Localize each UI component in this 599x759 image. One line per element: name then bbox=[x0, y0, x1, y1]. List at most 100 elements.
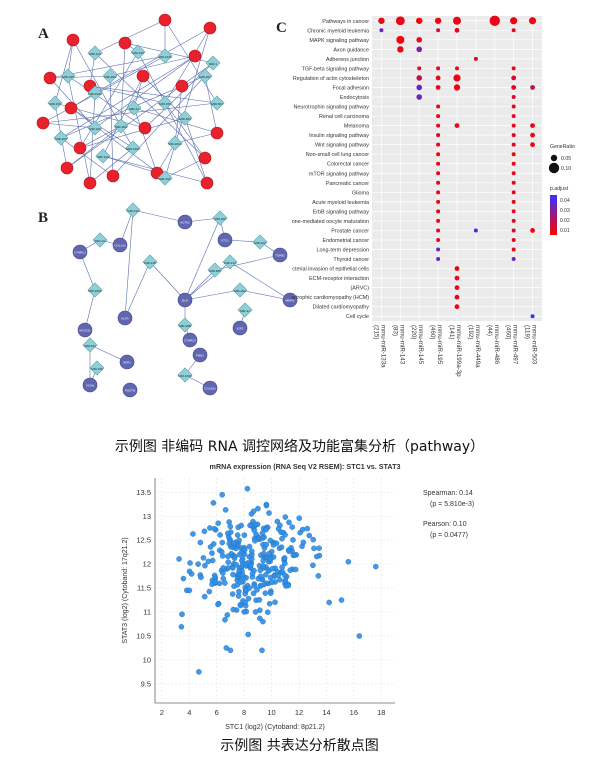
y-tick-label: Long-term depression bbox=[317, 248, 369, 254]
y-axis-label: STAT3 (log2) (Cytoband: 17q21.2) bbox=[122, 537, 129, 643]
scatter-point bbox=[310, 536, 316, 543]
gene-node bbox=[188, 49, 202, 63]
network-edge bbox=[184, 117, 208, 184]
dot-mark bbox=[530, 314, 535, 319]
mirna-node bbox=[125, 140, 141, 156]
y-tick-label: 13 bbox=[143, 512, 151, 521]
network-edge bbox=[66, 125, 122, 169]
y-tick-label: Glioma bbox=[352, 190, 369, 196]
dot-mark bbox=[436, 133, 441, 138]
scatter-point bbox=[187, 560, 193, 566]
dot-mark bbox=[436, 209, 441, 214]
pearson-label: Pearson: 0.10 bbox=[423, 521, 467, 528]
scatter-point bbox=[225, 530, 231, 537]
scatter-point bbox=[286, 548, 292, 555]
network-edge bbox=[184, 217, 221, 301]
mirna-node-label: MIR-21 bbox=[240, 309, 250, 313]
scatter-point bbox=[180, 575, 187, 582]
y-tick-label: Neurotrophin signaling pathway bbox=[293, 105, 369, 111]
scatter-point bbox=[179, 611, 185, 618]
dot-mark bbox=[454, 123, 460, 129]
mirna-node-label: MIR-29B bbox=[179, 324, 191, 328]
dot-mark bbox=[436, 228, 441, 233]
scatter-point bbox=[186, 587, 193, 594]
scatter-point bbox=[225, 559, 232, 565]
gene-node bbox=[82, 377, 98, 393]
gene-node bbox=[72, 244, 88, 260]
mirna-node bbox=[102, 68, 118, 84]
network-edge bbox=[229, 261, 291, 301]
scatter-point bbox=[311, 545, 317, 552]
mirna-node-label: MIR-222 bbox=[254, 241, 266, 245]
scatter-point bbox=[260, 557, 267, 564]
scatter-point bbox=[310, 562, 316, 569]
scatter-point bbox=[251, 527, 258, 534]
network-edge bbox=[164, 19, 218, 104]
scatter-point bbox=[250, 590, 257, 597]
mirna-node bbox=[167, 135, 183, 151]
dot-mark bbox=[417, 66, 422, 71]
scatter-point bbox=[296, 515, 303, 521]
dot-mark bbox=[436, 199, 441, 204]
scatter-point bbox=[266, 550, 272, 557]
mirna-node-label: MIR-195 bbox=[62, 75, 74, 79]
mirna-node bbox=[177, 110, 193, 126]
y-tick-label: one-mediated oocyte maturation bbox=[292, 219, 369, 225]
legend-color-tick: 0.01 bbox=[560, 228, 570, 234]
dot-mark bbox=[511, 75, 517, 81]
legend-size-dot bbox=[548, 162, 560, 174]
network-edge bbox=[137, 51, 208, 184]
dot-mark bbox=[454, 294, 460, 300]
mirna-node bbox=[87, 282, 103, 298]
dot-mark bbox=[396, 35, 405, 44]
dot-mark bbox=[455, 66, 459, 71]
mirna-node-label: MIR-155 bbox=[159, 102, 171, 106]
dot-mark bbox=[511, 199, 516, 204]
mirna-node bbox=[125, 202, 141, 218]
panel-label-c: C bbox=[276, 20, 287, 36]
gene-node-label: ACTA2 bbox=[180, 221, 190, 225]
gene-node-label: FBN1 bbox=[196, 354, 204, 358]
y-tick-label: artrophic cardiomyopathy (HCM) bbox=[291, 295, 369, 301]
y-tick-label: Colorectal cancer bbox=[327, 162, 369, 168]
dot-mark bbox=[436, 142, 441, 147]
mirna-node-label: MIR-29A bbox=[159, 177, 171, 181]
y-tick-label: MAPK signaling pathway bbox=[309, 38, 369, 44]
dot-mark bbox=[454, 266, 460, 271]
caption-top: 示例图 非编码 RNA 调控网络及功能富集分析（pathway） bbox=[114, 439, 485, 455]
scatter-point bbox=[202, 562, 208, 569]
network-edge bbox=[164, 27, 211, 104]
dot-mark bbox=[416, 75, 423, 81]
scatter-point bbox=[205, 558, 212, 565]
scatter-point bbox=[315, 573, 322, 579]
scatter-point bbox=[252, 537, 258, 544]
dot-mark bbox=[510, 17, 518, 25]
network-edge bbox=[70, 107, 166, 179]
network-edge bbox=[239, 289, 291, 301]
gene-node bbox=[192, 347, 208, 363]
y-tick-label: Wnt signaling pathway bbox=[315, 143, 369, 149]
gene-node bbox=[64, 101, 78, 115]
mirna-node bbox=[126, 100, 142, 116]
dot-mark bbox=[511, 85, 517, 90]
scatter-point bbox=[281, 555, 288, 561]
scatter-point bbox=[266, 600, 273, 607]
dot-mark bbox=[511, 171, 516, 176]
dot-mark bbox=[511, 161, 516, 166]
scatter-point bbox=[219, 491, 225, 498]
scatter-point bbox=[176, 556, 182, 562]
scatter-point bbox=[201, 593, 208, 600]
dot-mark bbox=[511, 95, 516, 100]
panel-label-a: A bbox=[38, 26, 49, 42]
network-edge bbox=[49, 75, 111, 79]
legend-color-title: p.adjust bbox=[550, 186, 569, 192]
dot-mark bbox=[436, 152, 441, 157]
mirna-node bbox=[207, 262, 223, 278]
scatter-point bbox=[290, 537, 296, 543]
gene-node bbox=[177, 292, 193, 308]
gene-node-label: STC1 bbox=[221, 239, 229, 243]
mirna-node bbox=[87, 45, 103, 61]
scatter-point bbox=[252, 521, 258, 528]
gene-node bbox=[202, 380, 218, 396]
network-edge bbox=[124, 261, 151, 319]
